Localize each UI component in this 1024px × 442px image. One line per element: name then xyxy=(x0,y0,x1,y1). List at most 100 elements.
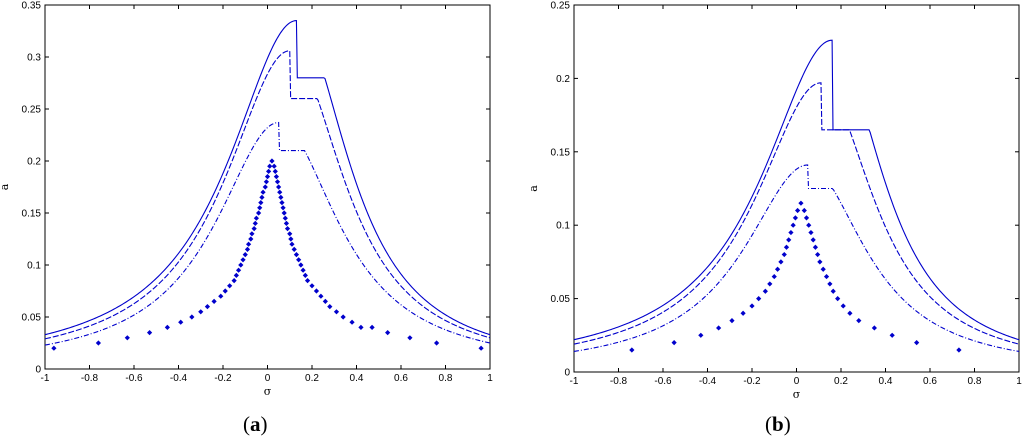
chart-b-marker-24 xyxy=(808,229,814,236)
chart-a-marker-45 xyxy=(280,205,286,211)
chart-b-xtick-label-4: -0.2 xyxy=(743,376,761,387)
chart-b-xlabel: σ xyxy=(793,388,801,401)
chart-a-marker-3 xyxy=(146,330,153,336)
chart-b-marker-12 xyxy=(778,259,784,265)
chart-a-xtick-label-1: -0.8 xyxy=(81,373,99,384)
chart-b-marker-21 xyxy=(801,207,807,214)
chart-a-ytick-label-4: 0.2 xyxy=(27,157,41,168)
chart-a-xtick-label-5: 0 xyxy=(265,373,271,384)
chart-a-series-solid-line xyxy=(44,20,491,336)
chart-b-marker-9 xyxy=(767,281,773,287)
chart-b-marker-8 xyxy=(762,288,768,294)
panel-close-paren-b: ) xyxy=(784,412,791,436)
chart-a-marker-10 xyxy=(218,293,224,299)
chart-a-marker-36 xyxy=(269,158,275,164)
chart-a-marker-26 xyxy=(256,210,262,216)
chart-a-marker-4 xyxy=(164,324,170,330)
chart-b-marker-22 xyxy=(803,215,810,221)
chart-a-marker-40 xyxy=(274,179,281,185)
chart-a-marker-41 xyxy=(276,184,282,190)
chart-a-marker-15 xyxy=(235,267,242,273)
chart-a-marker-20 xyxy=(245,241,252,247)
panel-letter-b: b xyxy=(772,412,784,436)
chart-b-marker-20 xyxy=(798,200,804,206)
chart-a-marker-27 xyxy=(257,205,263,211)
chart-a-marker-28 xyxy=(258,200,264,206)
chart-b-marker-0 xyxy=(629,347,635,353)
chart-b-xtick-label-7: 0.4 xyxy=(879,376,893,387)
panel-open-paren-b: ( xyxy=(765,412,772,436)
chart-b-marker-32 xyxy=(830,288,836,294)
chart-b-series-dashed-line xyxy=(573,82,1020,345)
chart-a-marker-11 xyxy=(222,288,228,294)
chart-a-ytick-label-5: 0.25 xyxy=(22,105,42,116)
chart-a-marker-22 xyxy=(249,231,255,237)
chart-a-marker-70 xyxy=(385,330,391,336)
chart-b-marker-34 xyxy=(840,303,846,309)
chart-a-marker-68 xyxy=(358,324,364,330)
chart-a-marker-53 xyxy=(291,246,297,252)
chart-b-marker-35 xyxy=(847,310,853,316)
chart-b-marker-3 xyxy=(716,325,722,331)
chart-a-ylabel: a xyxy=(0,183,11,190)
chart-b-xtick-label-3: -0.4 xyxy=(699,376,717,387)
chart-a-marker-47 xyxy=(282,215,288,221)
chart-a-ytick-label-6: 0.3 xyxy=(27,53,41,64)
chart-a-xtick-label-10: 1 xyxy=(487,373,493,384)
chart-a-marker-56 xyxy=(298,262,304,268)
chart-a-marker-31 xyxy=(262,184,268,190)
chart-b-ytick-label-4: 0.2 xyxy=(556,74,570,85)
chart-b-plot-frame xyxy=(573,4,1020,373)
chart-b-marker-40 xyxy=(956,347,962,353)
chart-a-marker-12 xyxy=(227,283,233,289)
chart-b-ytick-label-3: 0.15 xyxy=(551,147,571,158)
chart-b-marker-5 xyxy=(740,310,746,316)
chart-a-xlabel: σ xyxy=(264,385,272,398)
chart-b-marker-23 xyxy=(806,222,812,228)
chart-a-marker-14 xyxy=(233,272,239,278)
chart-a-marker-48 xyxy=(283,220,290,226)
chart-b-ytick-label-5: 0.25 xyxy=(551,1,571,12)
chart-a-marker-64 xyxy=(327,304,333,310)
chart-b: -1 -0.8 -0.6 -0.4 -0.2 0 0.2 0.4 0.6 0.8 1 0 0.05 0.1… xyxy=(527,1,1022,402)
chart-a-marker-2 xyxy=(124,335,130,341)
chart-a-marker-69 xyxy=(369,324,375,330)
chart-a-marker-52 xyxy=(289,241,295,247)
chart-a-marker-61 xyxy=(313,288,320,294)
chart-a-marker-42 xyxy=(277,189,283,195)
chart-a-marker-32 xyxy=(263,179,269,185)
chart-b-marker-13 xyxy=(781,251,787,258)
chart-a-marker-66 xyxy=(340,314,346,320)
chart-a-marker-6 xyxy=(189,314,195,320)
chart-a-marker-21 xyxy=(248,236,254,242)
chart-a-xtick-label-9: 0.8 xyxy=(439,373,453,384)
chart-b-xtick-label-2: -0.6 xyxy=(654,376,672,387)
chart-a-ytick-label-7: 0.35 xyxy=(22,1,42,12)
chart-a-marker-51 xyxy=(288,236,294,242)
chart-b-marker-14 xyxy=(783,244,790,250)
chart-a-marker-19 xyxy=(244,246,251,252)
chart-b-marker-1 xyxy=(671,340,677,346)
chart-a-marker-49 xyxy=(284,226,291,232)
chart-a-ytick-label-3: 0.15 xyxy=(22,209,42,220)
chart-b-marker-29 xyxy=(820,266,826,272)
chart-a-marker-23 xyxy=(251,226,257,232)
chart-b-marker-10 xyxy=(771,273,777,280)
chart-b-marker-27 xyxy=(815,251,821,258)
chart-a-marker-34 xyxy=(266,168,272,174)
chart-a-marker-29 xyxy=(259,194,265,200)
chart-a-marker-24 xyxy=(252,220,258,226)
chart-b-marker-31 xyxy=(827,281,833,287)
chart-a-ytick-label-1: 0.05 xyxy=(22,313,42,324)
chart-b-marker-36 xyxy=(856,318,862,324)
chart-b-xtick-label-1: -0.8 xyxy=(610,376,628,387)
chart-b-xtick-label-5: 0 xyxy=(794,376,800,387)
chart-b-marker-28 xyxy=(817,259,823,265)
chart-b-marker-25 xyxy=(810,237,816,243)
chart-a-marker-17 xyxy=(240,257,246,263)
chart-b-marker-15 xyxy=(786,237,792,243)
chart-a-marker-43 xyxy=(278,194,284,200)
chart-a-xtick-label-4: -0.2 xyxy=(214,373,232,384)
chart-b-series-solid-line xyxy=(573,39,1020,341)
chart-b-series-dashdot-line xyxy=(573,164,1020,352)
